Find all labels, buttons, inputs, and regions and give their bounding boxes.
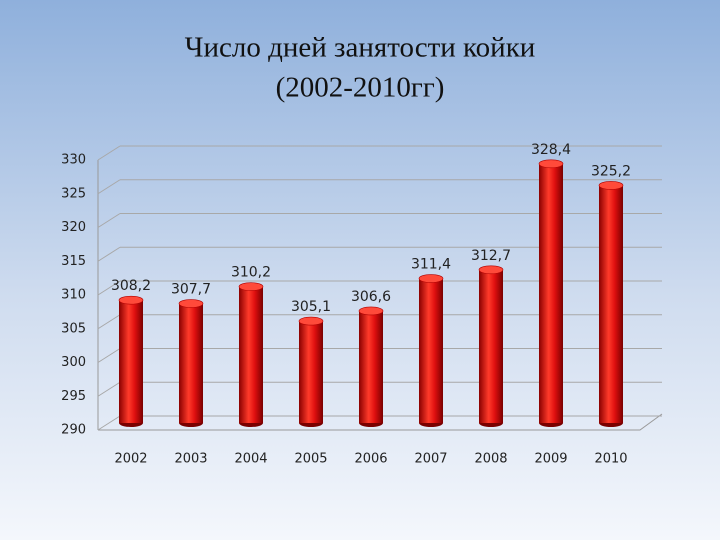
bar	[238, 282, 264, 427]
bar-body	[359, 310, 383, 423]
bar-top	[598, 181, 624, 190]
x-tick-label: 2004	[234, 452, 267, 467]
grid-line-side	[97, 314, 121, 330]
grid-line-side	[97, 381, 121, 397]
chart-title: (2002-2010гг)	[276, 72, 445, 104]
bar-top	[298, 316, 324, 326]
x-tick-label: 2007	[414, 452, 447, 467]
bar-top	[118, 295, 144, 305]
value-label: 308,2	[111, 278, 151, 294]
bar-body	[299, 321, 323, 423]
bar	[418, 274, 444, 427]
bar-body	[239, 286, 263, 423]
bar-body	[179, 303, 203, 423]
bar-body	[479, 269, 503, 423]
bar-top	[178, 299, 204, 308]
x-tick-label: 2009	[534, 452, 567, 467]
grid-line-side	[97, 179, 121, 195]
bar-top	[478, 265, 504, 275]
y-tick-label: 305	[61, 321, 86, 336]
value-label: 312,7	[471, 248, 511, 264]
y-tick-label: 290	[61, 423, 86, 438]
grid-line-side	[97, 280, 121, 296]
bar-top	[238, 282, 264, 291]
x-tick-label: 2010	[594, 452, 627, 467]
bar-body	[539, 163, 563, 424]
x-tick-label: 2006	[354, 452, 387, 467]
value-label: 310,2	[231, 265, 271, 281]
grid-line-side	[97, 415, 121, 431]
chart-title: Число дней занятости койки	[185, 32, 536, 64]
bar-body	[119, 300, 143, 423]
grid-line-side	[97, 145, 121, 161]
y-tick-label: 330	[61, 153, 86, 168]
value-label: 325,2	[591, 163, 631, 179]
bar	[598, 181, 624, 427]
y-tick-label: 325	[61, 186, 86, 201]
value-label: 307,7	[171, 282, 211, 298]
bar	[358, 306, 384, 427]
grid-line-side	[97, 348, 121, 363]
value-label: 306,6	[351, 289, 391, 305]
bar-top	[418, 274, 444, 283]
x-tick-label: 2003	[174, 452, 207, 467]
bar	[478, 265, 504, 427]
x-tick-label: 2002	[114, 452, 147, 467]
grid-line-side	[97, 246, 121, 262]
bar-top	[358, 306, 384, 316]
value-label: 305,1	[291, 299, 331, 315]
grid-line-side	[97, 213, 121, 228]
y-tick-label: 310	[61, 288, 86, 303]
value-label: 328,4	[531, 142, 571, 158]
x-tick-label: 2008	[474, 452, 507, 467]
bar	[538, 159, 564, 427]
y-tick-label: 315	[61, 254, 86, 269]
value-label: 311,4	[411, 257, 451, 273]
bar-top	[538, 159, 564, 169]
bar	[178, 299, 204, 427]
bar-body	[419, 278, 443, 423]
y-tick-label: 295	[61, 389, 86, 404]
y-tick-label: 300	[61, 355, 86, 370]
y-tick-label: 320	[61, 220, 86, 235]
bar	[298, 316, 324, 427]
bar-body	[599, 185, 623, 423]
x-tick-label: 2005	[294, 452, 327, 467]
bar	[118, 295, 144, 427]
floor-edge	[98, 413, 663, 431]
